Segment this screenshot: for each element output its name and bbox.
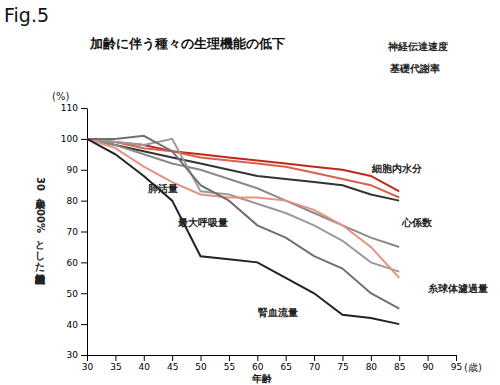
x-tick-mark [115, 355, 116, 361]
x-tick: 85 [394, 355, 405, 372]
y-tick-mark [81, 170, 87, 171]
x-tick: 80 [366, 355, 378, 372]
y-tick: 100 [61, 134, 87, 144]
x-tick: 65 [280, 355, 291, 372]
series-line [87, 139, 399, 278]
x-tick-mark [399, 355, 400, 361]
y-tick-mark [81, 262, 87, 263]
x-tick-label: 75 [337, 362, 348, 372]
y-tick: 50 [67, 289, 87, 299]
x-tick-mark [172, 355, 173, 361]
x-tick-mark [314, 355, 315, 361]
y-tick: 30 [67, 350, 87, 360]
x-tick: 70 [309, 355, 321, 372]
x-tick: 40 [139, 355, 151, 372]
x-axis: 30 35 40 45 50 55 60 65 70 75 80 85 90 95 [82, 355, 462, 372]
title: 加齢に伴う種々の生理機能の低下 [89, 36, 285, 51]
y-tick-label: 30 [67, 350, 79, 360]
y-tick-mark [81, 232, 87, 233]
y-tick-mark [81, 108, 87, 109]
x-tick-mark [87, 355, 88, 361]
x-tick-label: 40 [139, 362, 151, 372]
series-label: 最大呼吸量 [177, 217, 228, 228]
x-tick-label: 70 [309, 362, 321, 372]
y-tick-label: 90 [67, 165, 79, 175]
plot-area [87, 136, 399, 324]
x-tick-mark [428, 355, 429, 361]
x-tick: 60 [252, 355, 264, 372]
x-tick-mark [201, 355, 202, 361]
x-tick-label: 90 [422, 362, 434, 372]
y-axis: 30 40 50 60 70 80 90 100 110 [61, 103, 88, 360]
y-tick-mark [81, 355, 87, 356]
y-tick-mark [81, 324, 87, 325]
y-tick-label: 100 [61, 134, 78, 144]
series-label: 肺活量 [147, 183, 178, 194]
series-line [87, 139, 399, 324]
x-tick-mark [286, 355, 287, 361]
y-unit: (%) [52, 91, 69, 102]
y-tick-mark [81, 201, 87, 202]
figure-label: Fig.5 [4, 4, 49, 26]
x-tick-label: 35 [110, 362, 121, 372]
y-tick-label: 50 [67, 289, 79, 299]
x-tick: 45 [167, 355, 178, 372]
x-tick: 30 [82, 355, 94, 372]
y-axis-title: 30歳を100%とした相対的機能 [34, 177, 46, 285]
series-line [87, 139, 399, 201]
y-tick-label: 80 [67, 196, 79, 206]
series-line [87, 139, 399, 247]
x-tick: 55 [224, 355, 235, 372]
x-tick-mark [342, 355, 343, 361]
x-axis-line [88, 355, 457, 356]
x-tick: 35 [110, 355, 121, 372]
x-tick-mark [257, 355, 258, 361]
y-tick: 90 [67, 165, 87, 175]
x-tick: 90 [422, 355, 434, 372]
x-tick-label: 80 [366, 362, 378, 372]
x-tick-label: 45 [167, 362, 178, 372]
series-label: 心係数 [401, 217, 433, 228]
x-unit: (歳) [464, 362, 482, 373]
x-tick-label: 65 [280, 362, 291, 372]
x-tick-label: 30 [82, 362, 94, 372]
y-tick: 80 [67, 196, 87, 206]
x-tick-label: 55 [224, 362, 235, 372]
x-tick-mark [144, 355, 145, 361]
x-tick: 75 [337, 355, 348, 372]
x-tick-mark [229, 355, 230, 361]
chart: Fig.5 (%) (歳) 加齢に伴う種々の生理機能の低下 30歳を100%とした相対的… [0, 0, 500, 385]
x-axis-title: 年齢 [251, 373, 273, 384]
series-label: 腎血流量 [258, 307, 298, 318]
y-tick: 60 [67, 258, 87, 268]
x-tick: 50 [195, 355, 207, 372]
y-tick-label: 60 [67, 258, 79, 268]
x-tick-mark [371, 355, 372, 361]
series-label: 神経伝達速度 [387, 41, 448, 52]
y-tick: 40 [67, 320, 87, 330]
y-tick-label: 110 [61, 103, 78, 113]
x-tick-mark [456, 355, 457, 361]
y-tick: 70 [67, 227, 87, 237]
y-axis-line [87, 109, 88, 356]
series-line [87, 139, 399, 272]
series-label: 基礎代謝率 [389, 63, 440, 74]
x-tick-label: 95 [451, 362, 462, 372]
x-tick-label: 85 [394, 362, 405, 372]
series-line [87, 136, 399, 309]
x-tick-label: 50 [195, 362, 207, 372]
y-tick-mark [81, 139, 87, 140]
x-tick: 95 [451, 355, 462, 372]
y-tick: 110 [61, 103, 87, 113]
y-tick-label: 40 [67, 320, 79, 330]
series-label: 細胞内水分 [371, 163, 423, 174]
series-label: 糸球体濾過量 [427, 283, 488, 294]
y-tick-label: 70 [67, 227, 79, 237]
y-tick-mark [81, 293, 87, 294]
x-tick-label: 60 [252, 362, 264, 372]
